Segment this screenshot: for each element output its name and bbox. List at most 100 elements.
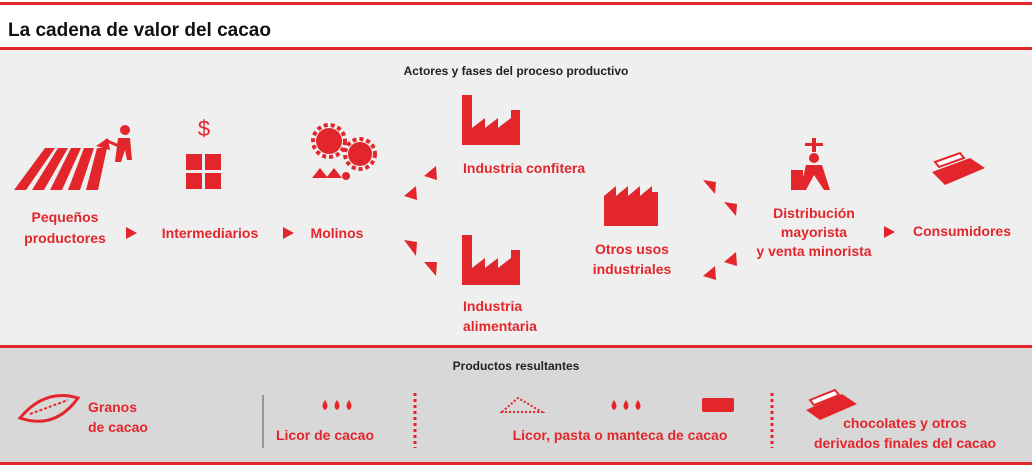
node-label: Otros usos industriales: [593, 241, 672, 277]
drops-icon-part: [334, 400, 340, 410]
label-line: Industria confitera: [463, 160, 585, 176]
mill-icon-part: [312, 168, 328, 178]
label-line: y venta minorista: [756, 243, 871, 259]
bean-icon-part: [29, 399, 69, 415]
distributor-icon: [791, 138, 830, 190]
product-icons-part: [611, 398, 734, 412]
distributor-icon-part: [809, 153, 819, 163]
flow-arrows-part: [703, 266, 716, 280]
label-line: chocolates y otros: [843, 415, 967, 431]
flow-arrows-part: [884, 226, 895, 238]
top-rule: [0, 2, 1032, 5]
bean-icon: [17, 394, 81, 423]
factory-icon-part: [462, 95, 520, 145]
field-icon-part: [50, 148, 81, 190]
label-line: Distribución: [773, 205, 855, 221]
actors-panel: [0, 50, 1032, 345]
label-line: Granos: [88, 399, 137, 415]
intermediary-icon-part: [186, 173, 202, 189]
chocolate-icon-part: [806, 394, 857, 420]
section-heading: Actores y fases del proceso productivo: [404, 64, 629, 78]
chocolate-icon: [806, 388, 857, 420]
mill-icon: [311, 123, 377, 180]
field-icon-part: [14, 148, 55, 190]
label-line: industriales: [593, 261, 672, 277]
flow-arrows-part: [703, 180, 716, 194]
chocolate-icon-part: [933, 151, 966, 169]
distributor-icon-part: [791, 170, 803, 190]
label-line: Licor de cacao: [276, 427, 374, 443]
chocolate-icon: [932, 151, 985, 185]
intermediary-icon: $: [186, 116, 221, 189]
flow-arrows-part: [424, 166, 437, 180]
product-label: Licor de cacao: [276, 427, 374, 443]
intermediary-icon-part: [205, 154, 221, 170]
label-line: Pequeños: [32, 209, 99, 225]
label-line: alimentaria: [463, 318, 537, 334]
field-icon-part: [96, 138, 110, 150]
flow-arrows-part: [283, 227, 294, 239]
rule: [0, 462, 1032, 465]
label-line: Licor, pasta o manteca de cacao: [513, 427, 728, 443]
mill-icon-part: [342, 172, 350, 180]
intermediary-icon-part: [205, 173, 221, 189]
mill-icon-part: [316, 128, 342, 154]
label-line: Intermediarios: [162, 225, 259, 241]
factory-icon-part: [462, 235, 520, 285]
label-line: derivados finales del cacao: [814, 435, 996, 451]
distributor-icon-part: [800, 165, 830, 190]
field-icon-part: [68, 148, 94, 190]
label-line: mayorista: [781, 224, 847, 240]
label-line: Molinos: [311, 225, 364, 241]
mill-icon-part: [311, 123, 347, 159]
product-label: chocolates y otros derivados finales del …: [814, 415, 996, 451]
field-icon-part: [104, 138, 129, 152]
node-label: Industria alimentaria: [463, 298, 537, 334]
label-line: de cacao: [88, 419, 148, 435]
flow-arrows-part: [424, 262, 437, 276]
node-label: Consumidores: [913, 223, 1011, 239]
node-label: Molinos: [311, 225, 364, 241]
chocolate-icon-part: [808, 388, 841, 407]
label-line: Otros usos: [595, 241, 669, 257]
distributor-icon-part: [805, 143, 823, 146]
field-icon-part: [86, 148, 107, 190]
product-label: Licor, pasta o manteca de cacao: [513, 427, 728, 443]
product-label: Granos de cacao: [88, 399, 148, 435]
rule: [0, 47, 1032, 50]
mill-icon-part: [348, 142, 372, 166]
label-line: Industria: [463, 298, 522, 314]
flow-arrows-part: [724, 202, 737, 216]
node-label: Pequeños productores: [24, 209, 106, 246]
field-icon-part: [120, 125, 130, 135]
product-icons-part-part: [611, 400, 617, 410]
intermediary-icon-part: [186, 154, 202, 170]
label-line: productores: [24, 230, 106, 246]
node-label: Industria confitera: [463, 160, 585, 176]
product-icons: [499, 396, 734, 413]
flow-arrows-part: [404, 186, 417, 200]
label-line: Consumidores: [913, 223, 1011, 239]
node-label: Intermediarios: [162, 225, 259, 241]
intermediary-icon-part: $: [198, 116, 210, 141]
section-heading: Productos resultantes: [453, 359, 580, 373]
field-icon: [14, 125, 132, 190]
drops-icon-part: [322, 400, 328, 410]
mill-icon-part: [343, 137, 377, 171]
product-icons-part-part: [702, 398, 734, 412]
bean-icon-part: [17, 394, 81, 423]
rule: [0, 345, 1032, 348]
title: La cadena de valor del cacao: [8, 20, 271, 41]
field-icon-part: [32, 148, 68, 190]
flow-arrows-part: [404, 240, 417, 256]
factory-icon: [462, 95, 658, 285]
product-icons-part-part: [635, 400, 641, 410]
drops-icon: [322, 400, 352, 410]
drops-icon-part: [346, 400, 352, 410]
factory-icon-part: [604, 186, 658, 226]
chocolate-icon-part: [932, 158, 985, 185]
field-icon-part: [115, 138, 132, 162]
